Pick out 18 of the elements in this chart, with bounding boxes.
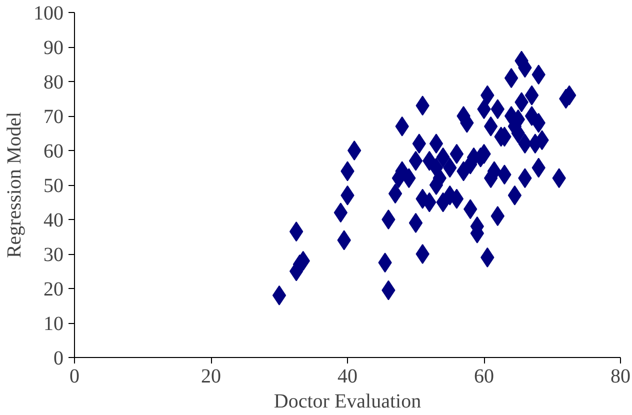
y-tick-label: 40 xyxy=(44,210,64,232)
y-tick-label: 10 xyxy=(44,313,64,335)
x-axis-title: Doctor Evaluation xyxy=(274,390,422,412)
y-tick-label: 90 xyxy=(44,37,64,59)
x-tick-label: 40 xyxy=(338,366,358,388)
y-tick-label: 70 xyxy=(44,106,64,128)
y-tick-label: 20 xyxy=(44,278,64,300)
y-axis-title: Regression Model xyxy=(4,112,26,258)
x-tick-label: 60 xyxy=(474,366,494,388)
y-tick-label: 100 xyxy=(34,2,64,24)
y-tick-label: 80 xyxy=(44,72,64,94)
y-tick-label: 30 xyxy=(44,244,64,266)
x-tick-label: 80 xyxy=(610,366,630,388)
x-tick-label: 20 xyxy=(201,366,221,388)
y-tick-label: 0 xyxy=(54,348,64,370)
y-tick-label: 50 xyxy=(44,175,64,197)
y-tick-label: 60 xyxy=(44,140,64,162)
x-tick-label: 0 xyxy=(70,366,80,388)
